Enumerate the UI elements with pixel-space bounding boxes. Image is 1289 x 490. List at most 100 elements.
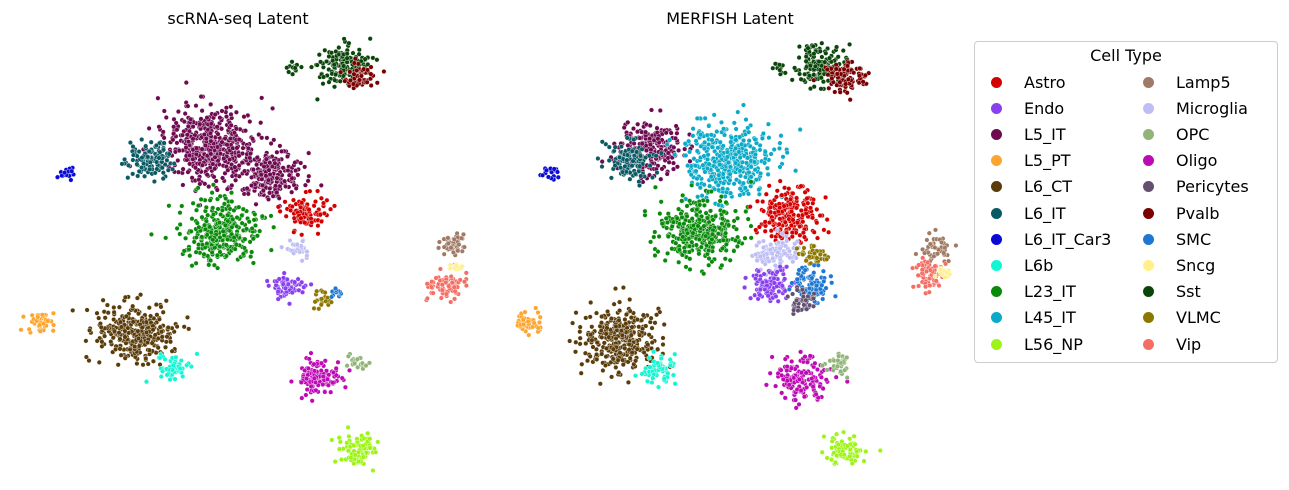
data-point-L6b bbox=[667, 357, 673, 363]
data-point-L6_CT bbox=[620, 285, 626, 291]
scatter-plot-scrna bbox=[18, 36, 469, 474]
data-point-L45_IT bbox=[720, 186, 726, 192]
data-point-L5_IT bbox=[293, 185, 299, 191]
data-point-Sst bbox=[847, 41, 853, 47]
data-point-VLMC bbox=[322, 290, 328, 296]
data-point-L6_CT bbox=[594, 352, 600, 358]
data-point-OPC bbox=[345, 353, 351, 359]
data-point-L23_IT bbox=[733, 208, 739, 214]
data-point-L23_IT bbox=[685, 230, 691, 236]
data-point-L5_IT bbox=[644, 147, 650, 153]
data-point-Oligo bbox=[796, 377, 802, 383]
data-point-Sst bbox=[318, 59, 324, 65]
data-point-L5_IT bbox=[231, 130, 237, 136]
data-point-L6_IT bbox=[151, 178, 157, 184]
data-point-L5_PT bbox=[521, 322, 527, 328]
data-point-L6_CT bbox=[641, 350, 647, 356]
data-point-L6_CT bbox=[583, 315, 589, 321]
data-point-L6_IT bbox=[130, 152, 136, 158]
data-point-L5_IT bbox=[654, 125, 660, 131]
data-point-L6_CT bbox=[649, 340, 655, 346]
data-point-Oligo bbox=[322, 389, 328, 395]
data-point-Oligo bbox=[312, 368, 318, 374]
data-point-L23_IT bbox=[247, 239, 253, 245]
data-point-Astro bbox=[291, 229, 297, 235]
data-point-Sst bbox=[337, 78, 343, 84]
data-point-L6_CT bbox=[603, 354, 609, 360]
data-point-L23_IT bbox=[709, 236, 715, 242]
data-point-Pericytes bbox=[811, 303, 817, 309]
data-point-Astro bbox=[798, 207, 804, 213]
data-point-Astro bbox=[803, 210, 809, 216]
data-point-L6_CT bbox=[618, 328, 624, 334]
data-point-Endo bbox=[782, 288, 788, 294]
data-point-Astro bbox=[811, 229, 817, 235]
data-point-L45_IT bbox=[721, 126, 727, 132]
data-point-L23_IT bbox=[199, 234, 205, 240]
data-point-L56_NP bbox=[336, 446, 342, 452]
data-point-L6b bbox=[162, 356, 168, 362]
data-point-L56_NP bbox=[832, 459, 838, 465]
data-point-L45_IT bbox=[757, 147, 763, 153]
data-point-Endo bbox=[756, 268, 762, 274]
data-point-L5_IT bbox=[647, 142, 653, 148]
data-point-L6_CT bbox=[132, 344, 138, 350]
data-point-Endo bbox=[771, 280, 777, 286]
data-point-L45_IT bbox=[720, 171, 726, 177]
data-point-Astro bbox=[808, 205, 814, 211]
data-point-OPC bbox=[819, 363, 825, 369]
data-point-Astro bbox=[814, 220, 820, 226]
data-point-L5_IT bbox=[270, 193, 276, 199]
data-point-VLMC bbox=[316, 306, 322, 312]
data-point-Pericytes bbox=[801, 302, 807, 308]
data-point-L6b bbox=[159, 368, 165, 374]
data-point-L23_IT bbox=[665, 233, 671, 239]
data-point-Astro bbox=[318, 195, 324, 201]
data-point-OPC bbox=[830, 367, 836, 373]
data-point-Astro bbox=[790, 190, 796, 196]
data-point-L5_IT bbox=[227, 136, 233, 142]
data-point-Microglia bbox=[783, 234, 789, 240]
data-point-L6_CT bbox=[645, 342, 651, 348]
data-point-L6_CT bbox=[649, 325, 655, 331]
data-point-L5_IT bbox=[155, 95, 161, 101]
data-point-Endo bbox=[757, 287, 763, 293]
data-point-L5_IT bbox=[250, 136, 256, 142]
data-point-L23_IT bbox=[722, 256, 728, 262]
data-point-L6_CT bbox=[594, 340, 600, 346]
data-point-SMC bbox=[333, 285, 339, 291]
data-point-L5_IT bbox=[318, 182, 324, 188]
data-point-Vip bbox=[457, 277, 463, 283]
data-point-L23_IT bbox=[215, 206, 221, 212]
data-point-L6_CT bbox=[570, 320, 576, 326]
data-point-L45_IT bbox=[715, 182, 721, 188]
data-point-L5_IT bbox=[239, 160, 245, 166]
data-point-L6_CT bbox=[627, 297, 633, 303]
data-point-L23_IT bbox=[717, 225, 723, 231]
data-point-Sst bbox=[314, 96, 320, 102]
data-point-L23_IT bbox=[704, 243, 710, 249]
data-point-L23_IT bbox=[680, 192, 686, 198]
data-point-L23_IT bbox=[732, 237, 738, 243]
data-point-L5_IT bbox=[264, 135, 270, 141]
data-point-L6_CT bbox=[629, 350, 635, 356]
data-point-Sst bbox=[298, 64, 304, 70]
data-point-Astro bbox=[763, 191, 769, 197]
data-point-Endo bbox=[743, 275, 749, 281]
data-point-L5_IT bbox=[599, 159, 605, 165]
data-point-L6_CT bbox=[613, 323, 619, 329]
data-point-L6_CT bbox=[149, 340, 155, 346]
data-point-L6_CT bbox=[138, 292, 144, 298]
data-point-L5_IT bbox=[219, 126, 225, 132]
data-point-Pericytes bbox=[791, 307, 797, 313]
data-point-Sst bbox=[344, 55, 350, 61]
data-point-L6b bbox=[658, 356, 664, 362]
data-point-L23_IT bbox=[228, 190, 234, 196]
data-point-Astro bbox=[777, 178, 783, 184]
data-point-L6_CT bbox=[598, 328, 604, 334]
data-point-Oligo bbox=[318, 368, 324, 374]
data-point-L45_IT bbox=[771, 146, 777, 152]
data-point-L6_CT bbox=[163, 339, 169, 345]
data-point-L6_IT bbox=[599, 139, 605, 145]
data-point-L6_CT bbox=[617, 350, 623, 356]
